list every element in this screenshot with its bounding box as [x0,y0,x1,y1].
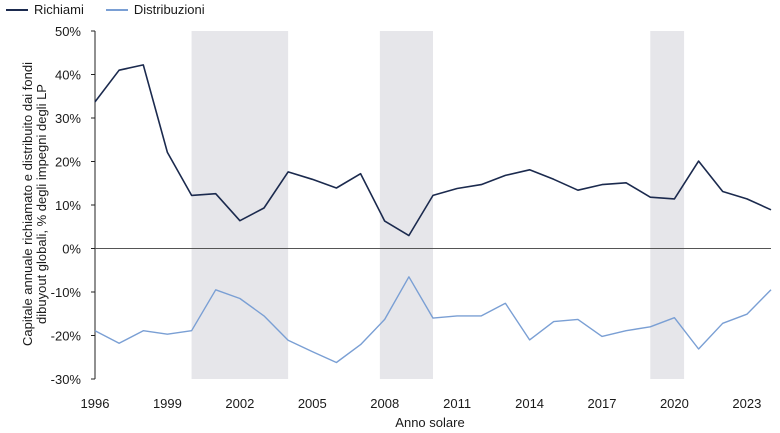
axes [91,30,771,380]
x-tick-label: 2002 [225,396,254,411]
y-tick-label: 30% [55,111,81,126]
x-tick-label: 2008 [370,396,399,411]
shaded-band-0 [191,31,289,379]
legend: Richiami Distribuzioni [6,2,205,17]
legend-swatch-richiami [6,8,28,11]
y-axis-label-line2: dibuyout globali, % degli impegni degli … [34,84,49,324]
y-tick-label: -30% [51,372,82,387]
x-tick-label: 2020 [660,396,689,411]
y-tick-labels: 50% 40% 30% 20% 10% 0% -10% -20% -30% [51,24,82,387]
y-tick-label: -10% [51,285,82,300]
y-tick-label: 10% [55,198,81,213]
legend-item-richiami: Richiami [6,2,84,17]
x-tick-label: 1999 [153,396,182,411]
y-axis-label: Capitale annuale richiamato e distribuit… [20,54,49,354]
y-tick-label: -20% [51,329,82,344]
x-tick-labels: 1996 1999 2002 2005 2008 2011 2014 2017 2020 2023 [81,396,762,411]
legend-label-distribuzioni: Distribuzioni [133,2,205,17]
shaded-band-2 [650,31,685,379]
x-tick-label: 1996 [81,396,110,411]
y-tick-label: 0% [62,242,81,257]
x-tick-label: 2011 [443,396,471,411]
y-tick-label: 50% [55,24,81,39]
legend-label-richiami: Richiami [34,2,84,17]
x-axis-label: Anno solare [395,415,465,430]
legend-swatch-distribuzioni [105,8,128,11]
series-lines [94,64,772,364]
recession-bands [191,31,685,379]
x-tick-label: 2023 [732,396,761,411]
y-tick-label: 20% [55,155,81,170]
x-tick-label: 2014 [515,396,544,411]
shaded-band-1 [379,31,433,379]
legend-item-distribuzioni: Distribuzioni [105,2,205,17]
y-axis-label-line1: Capitale annuale richiamato e distribuit… [20,62,35,347]
x-tick-label: 2005 [298,396,327,411]
x-tick-label: 2017 [588,396,617,411]
y-tick-label: 40% [55,68,81,83]
